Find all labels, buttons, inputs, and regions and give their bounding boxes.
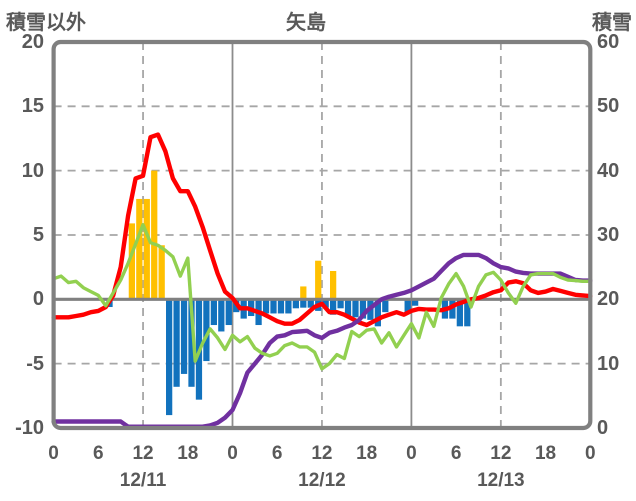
yellow-bar: [158, 245, 165, 300]
blue-bar: [218, 299, 225, 332]
left-axis-tick: -5: [26, 352, 44, 375]
blue-bar: [374, 299, 381, 327]
blue-bar: [449, 299, 456, 319]
hour-tick-label: 0: [48, 443, 59, 464]
blue-bar: [210, 299, 217, 326]
yellow-bar: [136, 198, 143, 300]
yellow-bar: [151, 170, 158, 300]
blue-bar: [188, 299, 195, 387]
blue-bar: [270, 299, 277, 314]
blue-bar: [359, 299, 367, 319]
yellow-bar: [315, 260, 322, 300]
hour-tick-label: 6: [271, 443, 283, 464]
yellow-bar: [128, 223, 135, 300]
hour-tick-label: 0: [585, 443, 596, 464]
blue-bar: [404, 299, 411, 313]
blue-bar: [180, 299, 188, 374]
hour-tick-label: 18: [534, 443, 557, 464]
blue-bar: [262, 299, 270, 314]
left-axis-tick: 10: [21, 159, 44, 182]
right-axis-tick: 50: [597, 95, 620, 118]
plot-frame: [51, 39, 593, 431]
right-axis-title: 積雪: [592, 12, 632, 34]
hour-tick-label: 12: [132, 443, 154, 464]
blue-bar: [307, 299, 314, 308]
blue-bar: [166, 299, 173, 416]
date-label: 12/11: [119, 470, 167, 491]
hour-tick-label: 12: [490, 443, 512, 464]
right-axis-tick: 60: [597, 30, 620, 53]
hour-tick-label: 18: [177, 443, 199, 464]
right-axis-tick: 0: [597, 416, 609, 439]
blue-bar: [292, 299, 299, 309]
left-axis-tick: 15: [21, 95, 44, 118]
hour-tick-label: 12: [311, 443, 333, 464]
blue-bar: [382, 299, 389, 313]
blue-bar: [225, 299, 232, 326]
yellow-bar: [300, 286, 307, 300]
left-axis-tick: 20: [21, 30, 44, 53]
chart-title: 矢島: [286, 12, 326, 34]
right-axis-tick: 10: [597, 352, 620, 375]
yellow-bar: [330, 270, 337, 300]
blue-bar: [322, 299, 329, 308]
blue-bar: [285, 299, 292, 314]
blue-bar: [203, 299, 210, 362]
right-axis-tick: 40: [597, 159, 620, 182]
right-axis-tick: 30: [597, 223, 620, 246]
blue-bar: [277, 299, 285, 314]
green-line: [51, 222, 592, 371]
left-axis-tick: 5: [32, 223, 44, 246]
blue-bar: [330, 299, 337, 315]
hour-tick-label: 0: [406, 443, 417, 464]
hour-tick-label: 6: [450, 443, 462, 464]
date-label: 12/12: [298, 470, 346, 491]
blue-bar: [456, 299, 463, 327]
date-label: 12/13: [477, 470, 525, 491]
hour-tick-label: 18: [356, 443, 378, 464]
blue-bar: [173, 299, 180, 387]
blue-bar: [352, 299, 359, 318]
left-axis-title: 積雪以外: [6, 12, 86, 34]
yellow-bar: [143, 198, 150, 300]
blue-bar: [300, 299, 307, 308]
hour-tick-label: 0: [227, 443, 238, 464]
left-axis-tick: -10: [15, 416, 44, 439]
blue-bar: [464, 299, 471, 327]
blue-bar: [337, 299, 344, 309]
red-line: [51, 132, 593, 328]
left-axis-tick: 0: [32, 288, 44, 311]
hour-tick-label: 6: [93, 443, 104, 464]
blue-bar: [344, 299, 352, 318]
blue-bar: [412, 299, 419, 306]
right-axis-tick: 20: [597, 288, 620, 311]
